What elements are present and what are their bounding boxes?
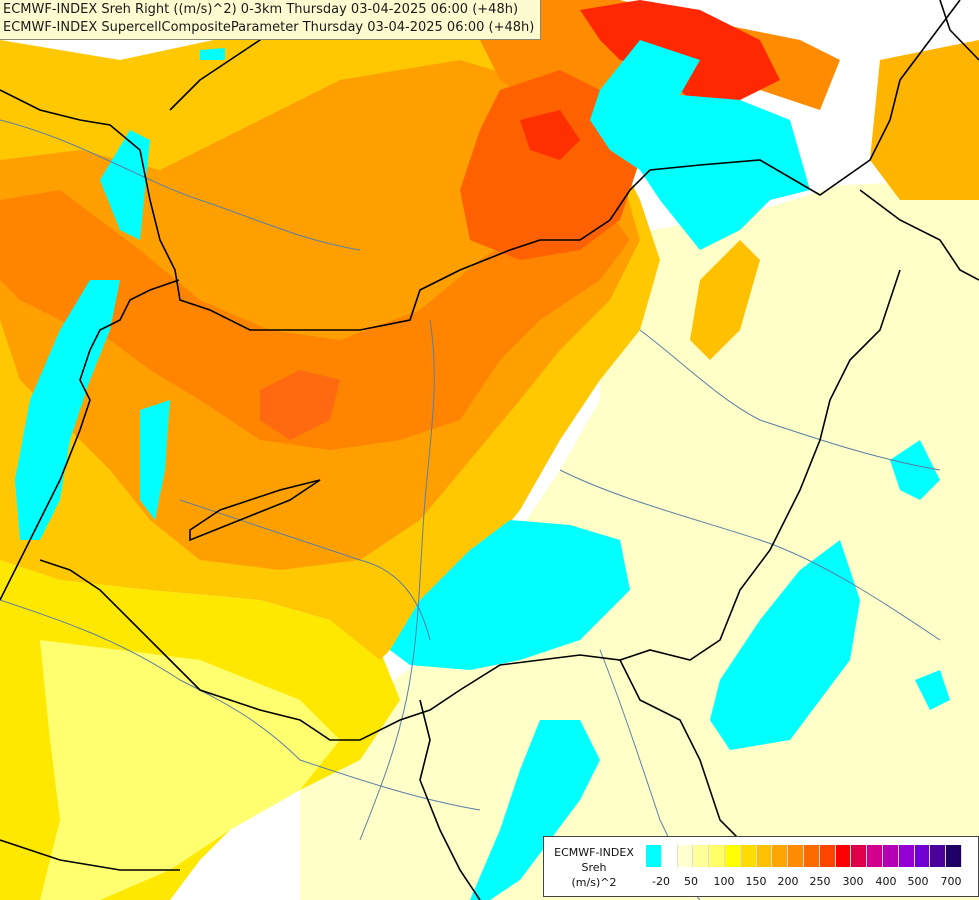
dark-orange-area xyxy=(0,190,630,450)
legend-tick-label: 700 xyxy=(940,875,962,888)
legend-swatch xyxy=(709,845,725,867)
legend-label: ECMWF-INDEX Sreh (m/s)^2 xyxy=(546,845,642,890)
legend-tick-label: -20 xyxy=(652,875,670,888)
cyan-area-center xyxy=(390,520,630,670)
legend-swatch xyxy=(930,845,947,867)
legend-swatch xyxy=(914,845,931,867)
legend-swatch xyxy=(740,845,757,867)
legend-label-line-3: (m/s)^2 xyxy=(571,876,617,889)
legend-swatch xyxy=(946,845,962,867)
legend-swatch xyxy=(867,845,883,867)
red-area-north-2 xyxy=(520,110,580,160)
orange-area-east-2 xyxy=(690,240,760,360)
map-title-box: ECMWF-INDEX Sreh Right ((m/s)^2) 0-3km T… xyxy=(0,0,542,40)
legend-tick-label: 400 xyxy=(875,875,897,888)
pale-yellow-area xyxy=(300,180,979,900)
legend-tick-label: 300 xyxy=(842,875,864,888)
legend-swatch xyxy=(882,845,899,867)
cyan-area-west-2 xyxy=(140,400,170,520)
legend-swatch xyxy=(661,845,678,867)
legend-tick-label: 150 xyxy=(745,875,767,888)
legend-swatch xyxy=(835,845,852,867)
legend-swatches xyxy=(646,845,962,867)
legend-swatch xyxy=(788,845,804,867)
legend-swatch xyxy=(819,845,836,867)
light-yellow-area-south xyxy=(40,640,340,900)
legend-swatch xyxy=(803,845,820,867)
cyan-area-northwest xyxy=(100,130,150,240)
title-line-2: ECMWF-INDEX SupercellCompositeParameter … xyxy=(3,20,535,35)
legend-swatch xyxy=(693,845,710,867)
legend-swatch xyxy=(898,845,915,867)
cyan-area-south xyxy=(470,720,600,900)
legend-label-line-1: ECMWF-INDEX xyxy=(554,846,634,859)
legend-tick-label: 100 xyxy=(713,875,735,888)
orange-area-east xyxy=(870,40,979,200)
cyan-area-west xyxy=(15,280,120,540)
legend-swatch xyxy=(646,845,662,867)
legend-ticks: -20 50 100 150 200 250 300 400 500 700 xyxy=(646,875,976,891)
legend-tick-label: 200 xyxy=(777,875,799,888)
legend-swatch xyxy=(851,845,868,867)
cyan-area-northeast xyxy=(200,48,225,60)
red-area-north xyxy=(580,0,780,100)
legend-tick-label: 500 xyxy=(907,875,929,888)
color-legend: ECMWF-INDEX Sreh (m/s)^2 -20 50 100 150 200 2… xyxy=(543,836,979,897)
legend-tick-label: 50 xyxy=(684,875,698,888)
legend-swatch xyxy=(772,845,789,867)
legend-tick-label: 250 xyxy=(809,875,831,888)
legend-label-line-2: Sreh xyxy=(581,861,607,874)
cyan-area-north xyxy=(590,40,810,250)
legend-swatch xyxy=(677,845,694,867)
cyan-area-east-2 xyxy=(915,670,950,710)
cyan-area-east xyxy=(890,440,940,500)
legend-swatch xyxy=(756,845,773,867)
red-orange-area-center xyxy=(260,370,340,440)
cyan-area-southeast xyxy=(710,540,860,750)
title-line-1: ECMWF-INDEX Sreh Right ((m/s)^2) 0-3km T… xyxy=(3,2,519,17)
legend-swatch xyxy=(724,845,741,867)
